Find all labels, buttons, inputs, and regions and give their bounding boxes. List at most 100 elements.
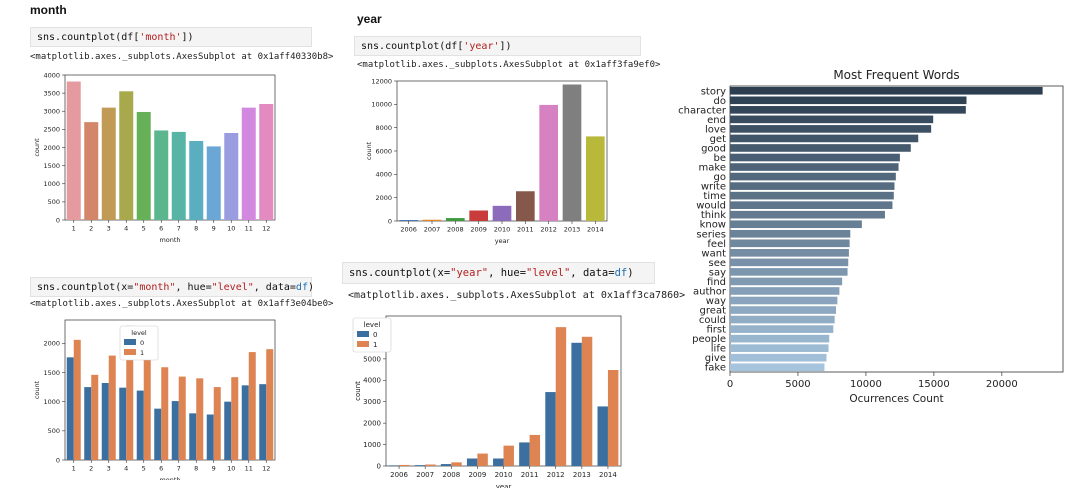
bar xyxy=(143,354,151,460)
bar xyxy=(399,464,410,466)
bar xyxy=(66,81,81,221)
bar xyxy=(581,336,593,466)
y-tick-label: 12000 xyxy=(371,77,392,85)
x-tick-label: 9 xyxy=(212,465,216,473)
bar xyxy=(503,445,514,466)
y-tick-label: be xyxy=(714,153,727,164)
bar xyxy=(84,387,92,460)
bar xyxy=(555,327,567,466)
x-tick-label: 10 xyxy=(227,465,235,473)
y-tick-label: 8000 xyxy=(375,124,392,132)
x-tick-label: 4 xyxy=(124,225,128,233)
y-tick-label: good xyxy=(701,143,726,154)
bar xyxy=(189,413,197,460)
bar xyxy=(730,363,825,372)
bar xyxy=(154,130,169,220)
x-tick-label: 8 xyxy=(194,465,198,473)
x-tick-label: 20000 xyxy=(986,379,1018,390)
y-tick-label: could xyxy=(699,315,726,326)
bar xyxy=(241,107,256,220)
y-tick-label: 1500 xyxy=(43,162,60,170)
bar xyxy=(119,91,134,220)
bar xyxy=(730,134,919,143)
bar xyxy=(730,191,894,200)
y-tick-label: 0 xyxy=(56,216,60,224)
bar xyxy=(730,125,932,133)
y-tick-label: 500 xyxy=(48,427,60,435)
x-axis-label: month xyxy=(159,476,180,480)
bar xyxy=(259,104,274,220)
chart-title: Most Frequent Words xyxy=(833,68,959,82)
bar xyxy=(730,353,827,362)
bar xyxy=(730,249,849,257)
y-tick-label: 4000 xyxy=(363,377,381,385)
code-cell-month-level[interactable]: sns.countplot(x="month", hue="level", da… xyxy=(30,277,314,297)
bar xyxy=(440,464,452,466)
x-tick-label: 2013 xyxy=(573,471,591,479)
month-heading: month xyxy=(30,3,67,17)
bar xyxy=(206,414,214,460)
x-tick-label: 2006 xyxy=(400,226,417,234)
legend-label: 1 xyxy=(140,349,144,357)
output-month-level: <matplotlib.axes._subplots.AxesSubplot a… xyxy=(30,299,334,309)
bar xyxy=(388,465,400,466)
code-cell-year-level[interactable]: sns.countplot(x="year", hue="level", dat… xyxy=(342,262,655,284)
bar xyxy=(414,465,426,466)
bar xyxy=(189,140,204,220)
bar xyxy=(607,370,619,466)
y-tick-label: story xyxy=(701,86,726,97)
x-tick-label: 11 xyxy=(245,225,253,233)
y-tick-label: 6000 xyxy=(375,147,392,155)
x-axis-label: year xyxy=(495,237,510,245)
bar xyxy=(206,146,221,220)
y-tick-label: 10000 xyxy=(371,101,392,109)
x-tick-label: 10000 xyxy=(850,379,882,390)
y-axis-label: count xyxy=(33,380,41,399)
bar xyxy=(108,355,116,460)
x-tick-label: 2010 xyxy=(494,226,511,234)
y-tick-label: would xyxy=(696,201,726,212)
bar xyxy=(213,387,221,460)
x-tick-label: 6 xyxy=(159,225,163,233)
code-cell-month[interactable]: sns.countplot(df['month']) xyxy=(30,27,312,47)
bar xyxy=(562,84,582,221)
x-tick-label: 5000 xyxy=(785,379,810,390)
y-tick-label: time xyxy=(703,191,726,202)
bar xyxy=(119,387,127,460)
x-axis-label: year xyxy=(496,483,512,488)
y-tick-label: 1000 xyxy=(43,398,60,406)
bar xyxy=(422,219,442,221)
y-tick-label: want xyxy=(701,248,726,259)
y-axis-label: count xyxy=(33,138,41,157)
x-tick-label: 2010 xyxy=(495,471,513,479)
code-cell-year[interactable]: sns.countplot(df['year']) xyxy=(354,36,641,56)
legend-swatch xyxy=(124,349,136,355)
x-tick-label: 5 xyxy=(142,225,146,233)
y-tick-label: 3000 xyxy=(43,108,60,116)
bar xyxy=(493,458,504,466)
bar xyxy=(171,401,179,460)
x-tick-label: 2009 xyxy=(470,226,487,234)
x-tick-label: 12 xyxy=(262,465,270,473)
legend-label: 1 xyxy=(373,341,377,349)
bar xyxy=(539,104,558,221)
legend-title: level xyxy=(364,321,381,329)
x-tick-label: 3 xyxy=(107,225,111,233)
bar xyxy=(446,218,465,221)
legend-title: level xyxy=(131,329,147,337)
bar xyxy=(730,144,911,152)
chart-most-frequent-words: Most Frequent Words storydocharacterendlo… xyxy=(678,68,1064,405)
x-tick-label: 4 xyxy=(124,465,128,473)
bar xyxy=(730,182,895,190)
bar xyxy=(730,115,934,124)
bar xyxy=(730,172,896,181)
bar xyxy=(730,306,837,314)
bar xyxy=(161,367,169,460)
x-tick-label: 7 xyxy=(177,225,181,233)
bar xyxy=(730,229,851,238)
bar xyxy=(730,344,829,352)
y-tick-label: author xyxy=(693,286,727,297)
x-tick-label: 2012 xyxy=(547,471,565,479)
x-tick-label: 2007 xyxy=(416,471,434,479)
